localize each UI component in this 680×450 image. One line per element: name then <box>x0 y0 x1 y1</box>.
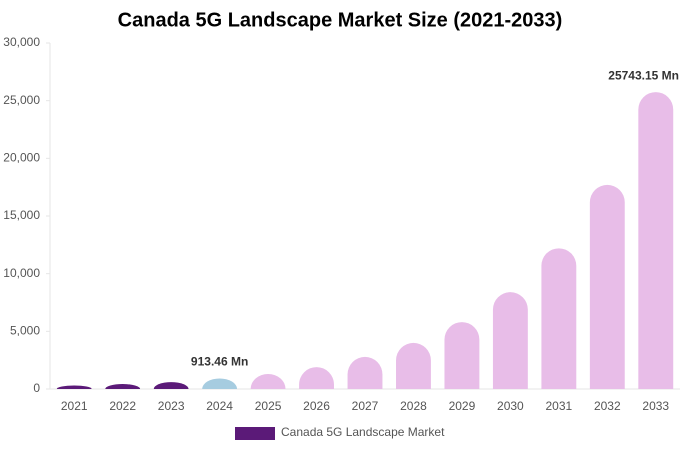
y-tick-label: 15,000 <box>3 208 40 222</box>
value-label: 913.46 Mn <box>191 355 248 369</box>
x-tick-label: 2029 <box>449 399 476 413</box>
bar <box>153 382 189 389</box>
chart-title: Canada 5G Landscape Market Size (2021-20… <box>118 9 563 31</box>
bar <box>250 374 286 389</box>
bar <box>56 385 92 389</box>
x-tick-label: 2032 <box>594 399 621 413</box>
x-tick-label: 2024 <box>206 399 233 413</box>
bar <box>589 184 625 389</box>
y-tick-label: 10,000 <box>3 266 40 280</box>
bar <box>105 384 141 389</box>
x-tick-label: 2021 <box>61 399 88 413</box>
x-tick-label: 2030 <box>497 399 524 413</box>
bar <box>202 378 238 389</box>
y-tick-label: 0 <box>33 381 40 395</box>
bar <box>396 342 431 389</box>
y-tick-label: 20,000 <box>3 151 40 165</box>
x-tick-label: 2027 <box>352 399 379 413</box>
legend-label: Canada 5G Landscape Market <box>281 425 445 439</box>
value-label: 25743.15 Mn <box>608 68 679 82</box>
bar <box>444 322 480 389</box>
bar <box>638 92 674 390</box>
y-tick-label: 5,000 <box>10 324 40 338</box>
bar <box>347 356 383 389</box>
y-tick-label: 25,000 <box>3 93 40 107</box>
x-tick-label: 2031 <box>545 399 572 413</box>
x-tick-label: 2022 <box>109 399 136 413</box>
y-tick-label: 30,000 <box>3 35 40 49</box>
x-tick-label: 2033 <box>642 399 669 413</box>
bar <box>492 292 528 389</box>
legend-swatch <box>235 427 275 440</box>
x-tick-label: 2025 <box>255 399 282 413</box>
x-tick-label: 2023 <box>158 399 185 413</box>
x-tick-label: 2026 <box>303 399 330 413</box>
x-tick-label: 2028 <box>400 399 427 413</box>
bar <box>299 367 334 389</box>
bar <box>541 248 577 389</box>
